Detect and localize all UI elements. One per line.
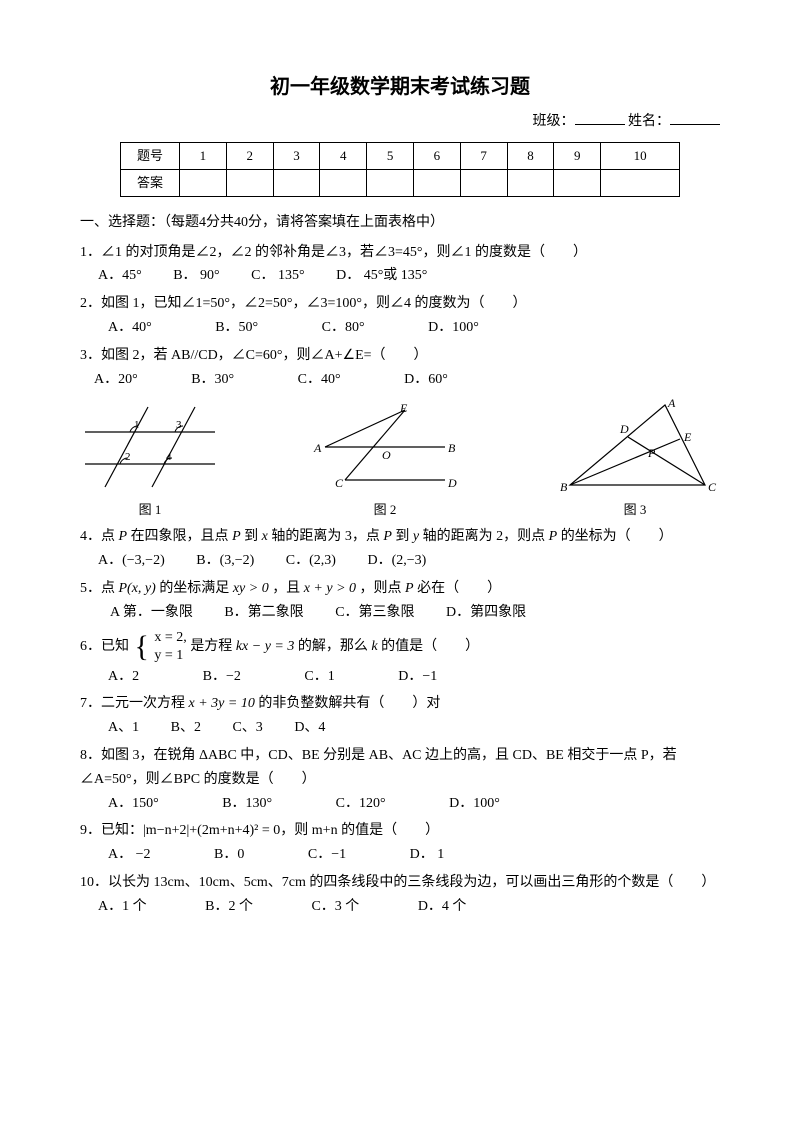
q5-opt-a: A 第．一象限 bbox=[110, 601, 193, 625]
svg-text:E: E bbox=[683, 430, 692, 444]
q2-stem: 2．如图 1，已知∠1=50°，∠2=50°，∠3=100°，则∠4 的度数为（… bbox=[80, 292, 720, 316]
row1-label: 题号 bbox=[121, 142, 180, 169]
question-3: 3．如图 2，若 AB//CD，∠C=60°，则∠A+∠E=（ ） A．20° … bbox=[80, 344, 720, 392]
q4-opt-a: A．(−3,−2) bbox=[98, 549, 165, 573]
question-7: 7．二元一次方程 x + 3y = 10 的非负整数解共有（ ）对 A、1 B、… bbox=[80, 692, 720, 740]
q6-opt-b: B．−2 bbox=[203, 665, 241, 689]
svg-text:2: 2 bbox=[125, 451, 131, 463]
q3-stem: 3．如图 2，若 AB//CD，∠C=60°，则∠A+∠E=（ ） bbox=[80, 344, 720, 368]
q10-opt-a: A．1 个 bbox=[98, 895, 147, 919]
q4-opt-c: C．(2,3) bbox=[286, 549, 336, 573]
name-label: 姓名： bbox=[628, 114, 670, 129]
row2-label: 答案 bbox=[121, 169, 180, 196]
class-blank[interactable] bbox=[575, 110, 625, 125]
q8-opt-c: C．120° bbox=[336, 792, 386, 816]
question-9: 9．已知：|m−n+2|+(2m+n+4)² = 0，则 m+n 的值是（ ） … bbox=[80, 819, 720, 867]
header-line: 班级： 姓名： bbox=[80, 110, 720, 134]
q3-opt-d: D．60° bbox=[404, 368, 448, 392]
q8-stem: 8．如图 3，在锐角 ΔABC 中，CD、BE 分别是 AB、AC 边上的高，且… bbox=[80, 744, 720, 792]
question-10: 10．以长为 13cm、10cm、5cm、7cm 的四条线段中的三条线段为边，可… bbox=[80, 871, 720, 919]
name-blank[interactable] bbox=[670, 110, 720, 125]
q4-opt-d: D．(2,−3) bbox=[367, 549, 426, 573]
q3-opt-c: C．40° bbox=[298, 368, 341, 392]
q2-opt-c: C．80° bbox=[322, 316, 365, 340]
figure-3: A B C D E P 图 3 bbox=[550, 397, 720, 521]
q10-opt-c: C．3 个 bbox=[311, 895, 359, 919]
fig3-caption: 图 3 bbox=[550, 499, 720, 521]
q6-opt-d: D．−1 bbox=[398, 665, 437, 689]
svg-text:P: P bbox=[647, 446, 656, 460]
page-title: 初一年级数学期末考试练习题 bbox=[80, 70, 720, 104]
q2-opt-b: B．50° bbox=[215, 316, 258, 340]
q2-opt-a: A．40° bbox=[108, 316, 152, 340]
q1-opt-d: D． 45°或 135° bbox=[336, 264, 427, 288]
svg-text:A: A bbox=[313, 441, 322, 455]
q3-opt-a: A．20° bbox=[94, 368, 138, 392]
section-heading: 一、选择题：（每题4分共40分，请将答案填在上面表格中） bbox=[80, 211, 720, 235]
q1-stem: 1．∠1 的对顶角是∠2，∠2 的邻补角是∠3，若∠3=45°，则∠1 的度数是… bbox=[80, 241, 720, 265]
svg-text:B: B bbox=[448, 441, 456, 455]
q3-opt-b: B．30° bbox=[191, 368, 234, 392]
q6-opt-a: A．2 bbox=[108, 665, 139, 689]
q1-opt-c: C． 135° bbox=[251, 264, 304, 288]
q9-opt-b: B．0 bbox=[214, 843, 244, 867]
question-1: 1．∠1 的对顶角是∠2，∠2 的邻补角是∠3，若∠3=45°，则∠1 的度数是… bbox=[80, 241, 720, 289]
svg-text:D: D bbox=[447, 476, 457, 490]
table-row: 答案 bbox=[121, 169, 680, 196]
svg-text:1: 1 bbox=[134, 419, 140, 431]
q8-opt-d: D．100° bbox=[449, 792, 500, 816]
fig1-svg: 1 3 2 4 bbox=[80, 402, 220, 497]
q5-opt-b: B．第二象限 bbox=[224, 601, 303, 625]
q10-stem: 10．以长为 13cm、10cm、5cm、7cm 的四条线段中的三条线段为边，可… bbox=[80, 871, 720, 895]
question-2: 2．如图 1，已知∠1=50°，∠2=50°，∠3=100°，则∠4 的度数为（… bbox=[80, 292, 720, 340]
class-label: 班级： bbox=[533, 114, 575, 129]
svg-text:B: B bbox=[560, 480, 568, 494]
answer-table: 题号 1 2 3 4 5 6 7 8 9 10 答案 bbox=[120, 142, 680, 197]
q10-opt-b: B．2 个 bbox=[205, 895, 253, 919]
q1-opt-b: B． 90° bbox=[173, 264, 219, 288]
fig2-svg: E A B C D O bbox=[300, 402, 470, 497]
q7-opt-c: C、3 bbox=[232, 716, 262, 740]
table-row: 题号 1 2 3 4 5 6 7 8 9 10 bbox=[121, 142, 680, 169]
q8-opt-b: B．130° bbox=[222, 792, 272, 816]
q9-opt-d: D． 1 bbox=[410, 843, 445, 867]
q9-opt-a: A． −2 bbox=[108, 843, 151, 867]
fig1-caption: 图 1 bbox=[80, 499, 220, 521]
q7-opt-b: B、2 bbox=[171, 716, 201, 740]
q5-opt-c: C．第三象限 bbox=[335, 601, 414, 625]
figure-1: 1 3 2 4 图 1 bbox=[80, 402, 220, 521]
question-5: 5．点 P(x, y) 的坐标满足 xy > 0 ，且 x + y > 0 ，则… bbox=[80, 577, 720, 625]
svg-text:C: C bbox=[335, 476, 344, 490]
svg-text:A: A bbox=[667, 397, 676, 410]
figure-row: 1 3 2 4 图 1 E A B C D O bbox=[80, 397, 720, 521]
figure-2: E A B C D O 图 2 bbox=[300, 402, 470, 521]
svg-text:E: E bbox=[399, 402, 408, 415]
q7-opt-a: A、1 bbox=[108, 716, 139, 740]
q9-opt-c: C．−1 bbox=[308, 843, 346, 867]
q8-opt-a: A．150° bbox=[108, 792, 159, 816]
svg-text:C: C bbox=[708, 480, 717, 494]
svg-text:3: 3 bbox=[176, 419, 182, 431]
question-4: 4．点 P 在四象限，且点 P 到 x 轴的距离为 3，点 P 到 y 轴的距离… bbox=[80, 525, 720, 573]
q1-opt-a: A．45° bbox=[98, 264, 142, 288]
fig3-svg: A B C D E P bbox=[550, 397, 720, 497]
q5-opt-d: D．第四象限 bbox=[446, 601, 526, 625]
svg-text:D: D bbox=[619, 422, 629, 436]
q4-opt-b: B．(3,−2) bbox=[196, 549, 254, 573]
question-6: 6．已知 { x = 2,y = 1 是方程 kx − y = 3 的解，那么 … bbox=[80, 629, 720, 689]
fig2-caption: 图 2 bbox=[300, 499, 470, 521]
q10-opt-d: D．4 个 bbox=[418, 895, 467, 919]
question-8: 8．如图 3，在锐角 ΔABC 中，CD、BE 分别是 AB、AC 边上的高，且… bbox=[80, 744, 720, 815]
q6-opt-c: C．1 bbox=[304, 665, 334, 689]
q7-opt-d: D、4 bbox=[294, 716, 325, 740]
svg-text:4: 4 bbox=[166, 451, 172, 463]
svg-text:O: O bbox=[382, 448, 391, 462]
q9-stem: 9．已知：|m−n+2|+(2m+n+4)² = 0，则 m+n 的值是（ ） bbox=[80, 819, 720, 843]
q2-opt-d: D．100° bbox=[428, 316, 479, 340]
